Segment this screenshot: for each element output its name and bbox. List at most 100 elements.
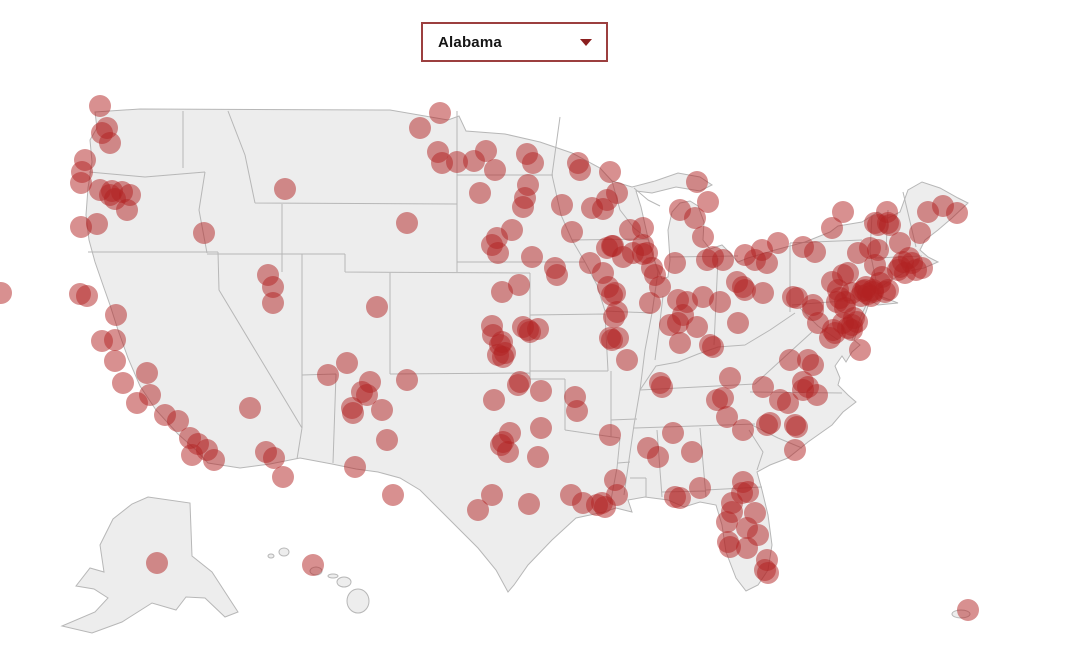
map-dot <box>832 201 854 223</box>
map-dot <box>909 222 931 244</box>
map-dot <box>732 276 754 298</box>
map-dot <box>239 397 261 419</box>
map-dot <box>607 327 629 349</box>
map-dot <box>356 384 378 406</box>
map-dot <box>396 369 418 391</box>
map-dot <box>99 132 121 154</box>
map-dot <box>446 151 468 173</box>
state-dropdown-value: Alabama <box>438 33 502 51</box>
map-dot <box>804 241 826 263</box>
map-dot <box>139 384 161 406</box>
map-dot <box>686 316 708 338</box>
map-dot <box>508 274 530 296</box>
map-dot <box>752 376 774 398</box>
map-dot <box>911 257 933 279</box>
map-dot <box>0 282 12 304</box>
map-dot <box>767 232 789 254</box>
map-dot <box>497 441 519 463</box>
map-dot <box>957 599 979 621</box>
map-dot <box>409 117 431 139</box>
map-dot <box>756 252 778 274</box>
map-dot <box>849 339 871 361</box>
map-dot <box>752 282 774 304</box>
map-dot <box>706 389 728 411</box>
map-dot <box>664 252 686 274</box>
map-dot <box>396 212 418 234</box>
map-dot <box>784 439 806 461</box>
map-dot <box>612 246 634 268</box>
map-dot <box>104 350 126 372</box>
map-dot <box>342 402 364 424</box>
map-dot <box>917 201 939 223</box>
map-dot <box>732 419 754 441</box>
map-dot <box>136 362 158 384</box>
map-dot <box>274 178 296 200</box>
map-dot <box>709 291 731 313</box>
map-dot <box>494 342 516 364</box>
map-dot <box>521 246 543 268</box>
caret-down-icon <box>580 38 592 46</box>
map-dot <box>484 159 506 181</box>
map-dot <box>639 292 661 314</box>
map-dot <box>530 417 552 439</box>
map-dot <box>727 312 749 334</box>
map-dot <box>664 486 686 508</box>
map-dot <box>632 217 654 239</box>
map-dot <box>777 392 799 414</box>
map-dot <box>527 446 549 468</box>
map-dot <box>689 477 711 499</box>
map-dot <box>821 217 843 239</box>
map-dot <box>684 207 706 229</box>
map-dot <box>112 372 134 394</box>
map-dot <box>779 349 801 371</box>
dots-layer <box>0 95 979 621</box>
map-dot <box>946 202 968 224</box>
map-dot <box>70 216 92 238</box>
map-dot <box>203 449 225 471</box>
map-dot <box>850 285 872 307</box>
map-dot <box>719 367 741 389</box>
map-dot <box>546 264 568 286</box>
map-dot <box>759 412 781 434</box>
map-dot <box>116 199 138 221</box>
map-dot <box>483 389 505 411</box>
map-dot <box>692 226 714 248</box>
map-dot <box>669 332 691 354</box>
map-dot <box>802 354 824 376</box>
map-dot <box>603 306 625 328</box>
map-dot <box>105 304 127 326</box>
map-dot <box>606 484 628 506</box>
map-dot <box>819 327 841 349</box>
map-dot <box>167 410 189 432</box>
map-dot <box>649 276 671 298</box>
map-dot <box>262 276 284 298</box>
map-dot <box>786 416 808 438</box>
map-dot <box>263 447 285 469</box>
map-dot <box>382 484 404 506</box>
map-dot <box>879 214 901 236</box>
map-dot <box>336 352 358 374</box>
map-dot <box>747 524 769 546</box>
map-dot <box>592 198 614 220</box>
map-dot <box>716 511 738 533</box>
map-dot <box>89 95 111 117</box>
map-dot <box>70 172 92 194</box>
map-dot <box>566 400 588 422</box>
map-dot <box>522 152 544 174</box>
map-dot <box>659 314 681 336</box>
map-dot <box>530 380 552 402</box>
map-dot <box>376 429 398 451</box>
map-dot <box>507 374 529 396</box>
map-dot <box>561 221 583 243</box>
map-dot <box>599 161 621 183</box>
map-dot <box>429 102 451 124</box>
map-dot <box>512 196 534 218</box>
map-dot <box>272 466 294 488</box>
map-dot <box>604 282 626 304</box>
map-dot <box>681 441 703 463</box>
map-dot <box>146 552 168 574</box>
map-dot <box>874 281 896 303</box>
map-dot <box>697 191 719 213</box>
state-dropdown[interactable]: Alabama <box>421 22 608 62</box>
